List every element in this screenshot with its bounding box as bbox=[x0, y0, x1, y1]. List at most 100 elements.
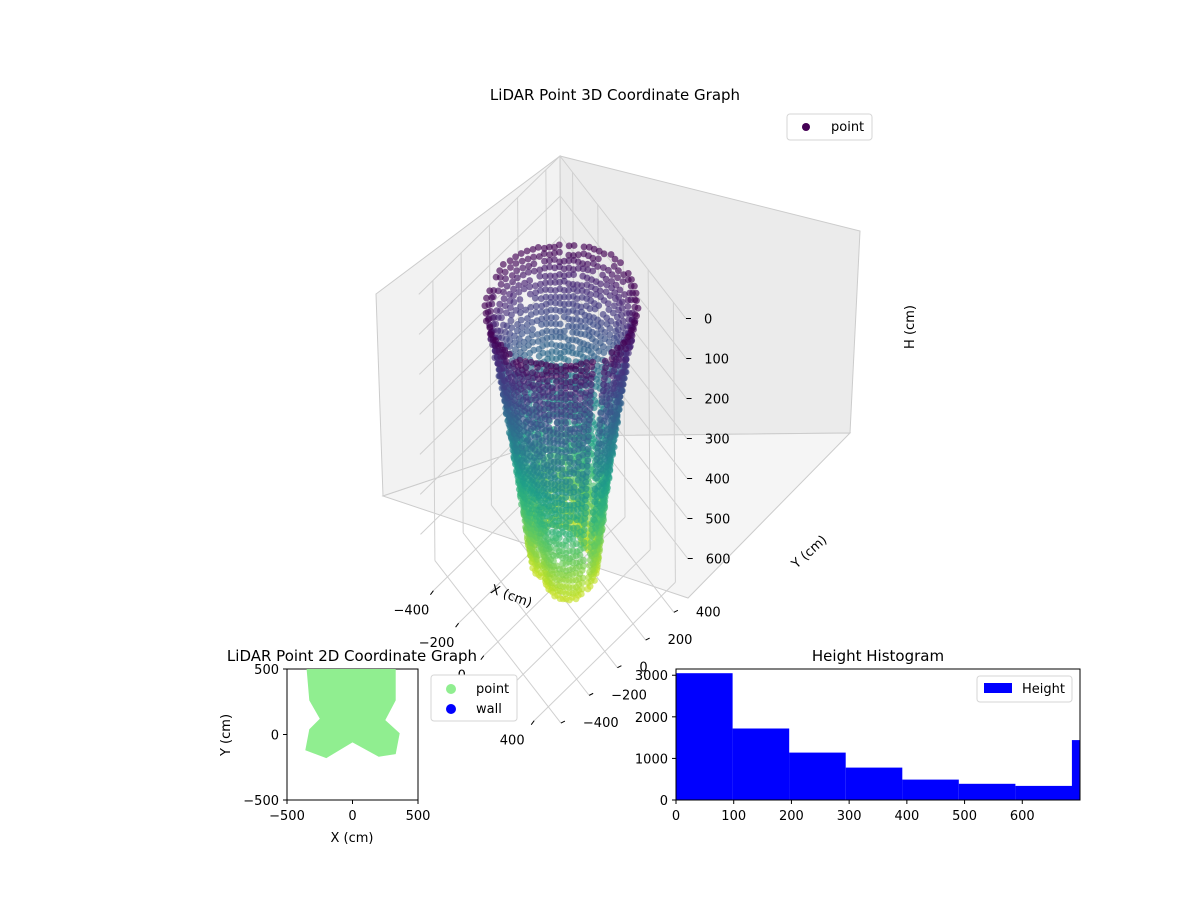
point-marker bbox=[601, 357, 609, 365]
point-marker bbox=[595, 433, 603, 440]
point-marker bbox=[527, 303, 535, 311]
point-marker bbox=[583, 359, 590, 367]
point-marker bbox=[593, 474, 600, 482]
point-marker bbox=[589, 254, 597, 262]
point-marker bbox=[547, 314, 555, 322]
point-marker bbox=[562, 372, 570, 380]
point-marker bbox=[570, 466, 578, 473]
point-marker bbox=[537, 295, 545, 302]
point-marker bbox=[566, 484, 574, 492]
point-marker bbox=[546, 251, 554, 259]
point-marker bbox=[581, 406, 589, 414]
point-marker bbox=[512, 307, 520, 314]
point-marker bbox=[608, 278, 616, 285]
point-marker bbox=[576, 425, 584, 432]
legend-hist-swatch bbox=[984, 683, 1012, 693]
point-marker bbox=[587, 550, 594, 558]
point-marker bbox=[548, 373, 555, 380]
x-tick-label: 400 bbox=[500, 734, 525, 749]
point-marker bbox=[522, 358, 529, 365]
point-marker bbox=[633, 297, 640, 304]
point-marker bbox=[595, 302, 603, 309]
z-tick-label: 0 bbox=[704, 313, 712, 328]
point-marker bbox=[585, 573, 593, 581]
point-marker bbox=[632, 289, 640, 297]
histogram-y-tick-label: 0 bbox=[660, 794, 668, 809]
point-marker bbox=[600, 387, 607, 394]
point-marker bbox=[600, 250, 608, 258]
grid-y-floor bbox=[434, 560, 562, 724]
point-marker bbox=[532, 289, 540, 296]
point-cloud bbox=[481, 241, 642, 604]
point-marker bbox=[552, 287, 559, 294]
x-axis-label: X (cm) bbox=[488, 582, 534, 611]
point-marker bbox=[543, 377, 551, 385]
point-marker bbox=[541, 257, 548, 265]
point-marker bbox=[532, 302, 540, 310]
z-tick-label: 100 bbox=[704, 353, 729, 368]
point-marker bbox=[557, 408, 565, 416]
point-marker bbox=[482, 310, 490, 317]
point-marker bbox=[556, 307, 564, 315]
y-tick-mark bbox=[560, 720, 566, 724]
point-marker bbox=[591, 491, 598, 499]
point-marker bbox=[569, 541, 577, 549]
histogram-plot-area bbox=[675, 668, 1081, 801]
point-marker bbox=[517, 361, 525, 369]
point-marker bbox=[611, 255, 619, 263]
point-marker bbox=[555, 547, 563, 555]
point-marker bbox=[558, 471, 566, 479]
point-marker bbox=[580, 243, 588, 251]
point-marker bbox=[571, 402, 579, 409]
point-marker bbox=[562, 577, 570, 584]
point-marker bbox=[631, 282, 638, 290]
point-marker bbox=[624, 333, 632, 341]
legend-3d: point bbox=[786, 113, 873, 141]
point-marker bbox=[526, 290, 534, 298]
point-marker bbox=[627, 327, 635, 334]
point-marker bbox=[554, 453, 562, 461]
point-marker bbox=[600, 349, 608, 356]
histogram-bar bbox=[1071, 740, 1080, 800]
point-marker bbox=[527, 363, 535, 371]
point-marker bbox=[555, 512, 563, 520]
point-marker bbox=[561, 343, 568, 351]
point-marker bbox=[500, 321, 507, 329]
point-marker bbox=[536, 272, 544, 280]
point-marker bbox=[578, 367, 585, 375]
point-marker bbox=[500, 288, 507, 296]
point-marker bbox=[562, 501, 570, 509]
point-marker bbox=[516, 335, 523, 343]
point-marker bbox=[540, 472, 548, 480]
point-marker bbox=[553, 355, 560, 363]
point-marker bbox=[540, 411, 548, 419]
point-marker bbox=[555, 530, 563, 538]
point-marker bbox=[534, 338, 542, 345]
histogram-x-tick-label: 600 bbox=[1010, 809, 1035, 824]
y-tick-label: −200 bbox=[611, 688, 647, 703]
point-marker bbox=[618, 305, 626, 312]
point-marker bbox=[607, 251, 615, 258]
point-marker bbox=[562, 506, 570, 514]
point-marker bbox=[586, 305, 594, 312]
point-marker bbox=[536, 266, 544, 274]
point-marker bbox=[574, 287, 581, 295]
point-marker bbox=[589, 267, 597, 275]
point-marker bbox=[566, 426, 574, 433]
point-marker bbox=[589, 508, 597, 516]
point-marker bbox=[521, 279, 528, 287]
point-marker bbox=[517, 349, 524, 356]
point-marker bbox=[538, 308, 545, 316]
point-marker bbox=[566, 555, 573, 563]
point-marker bbox=[606, 325, 614, 332]
point-marker bbox=[536, 253, 543, 260]
z-tick-label: 200 bbox=[705, 393, 730, 408]
chart-2d: LiDAR Point 2D Coordinate Graph −500 0 500… bbox=[219, 647, 518, 846]
point-marker bbox=[487, 331, 495, 339]
point-marker bbox=[598, 398, 606, 406]
point-marker bbox=[510, 285, 517, 293]
point-marker bbox=[551, 592, 559, 600]
point-marker bbox=[486, 287, 494, 295]
legend-2d-point-label: point bbox=[476, 682, 509, 697]
point-marker bbox=[520, 383, 528, 391]
